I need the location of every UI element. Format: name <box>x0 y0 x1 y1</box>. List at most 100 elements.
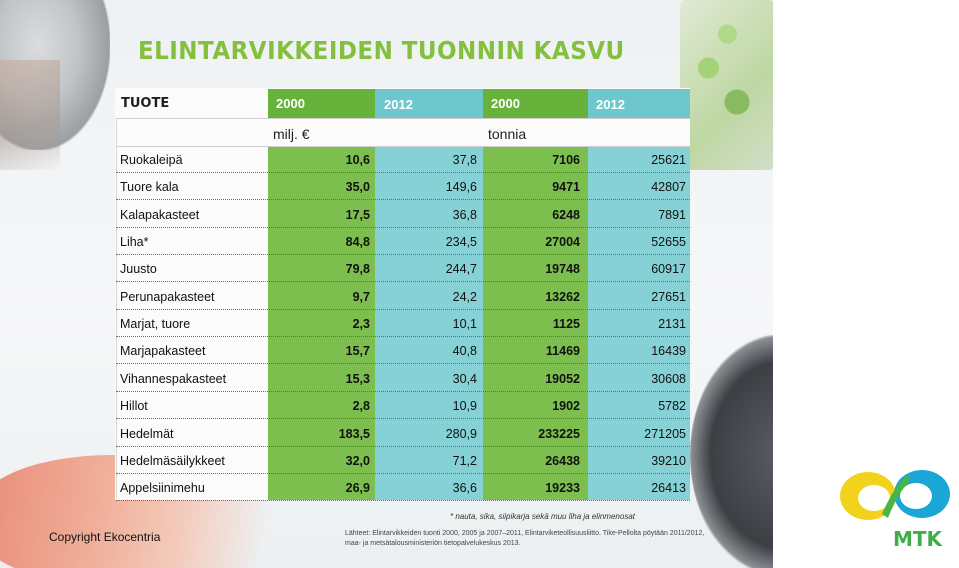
row-divider <box>116 363 690 365</box>
col-header: 2000 <box>491 96 520 111</box>
table-cell: 30,4 <box>452 371 477 386</box>
row-divider <box>116 308 690 310</box>
table-cell: 26438 <box>545 453 580 468</box>
header-2000-eur <box>268 89 375 118</box>
table-cell: 79,8 <box>345 262 370 277</box>
mtk-logo <box>840 470 950 520</box>
divider <box>116 118 690 119</box>
header-2000-t <box>483 89 588 118</box>
row-label: Vihannespakasteet <box>120 371 227 386</box>
row-divider <box>116 445 690 447</box>
table-cell: 26413 <box>651 481 686 496</box>
fish-photo <box>0 60 60 170</box>
table-cell: 5782 <box>658 399 686 414</box>
table-cell: 244,7 <box>445 262 477 277</box>
table-cell: 15,3 <box>345 371 370 386</box>
column-2000-t <box>483 147 588 500</box>
table-cell: 15,7 <box>345 344 370 359</box>
table-cell: 27651 <box>651 289 686 304</box>
table-cell: 9471 <box>552 180 580 195</box>
table-cell: 280,9 <box>445 426 477 441</box>
table-cell: 26,9 <box>345 481 370 496</box>
table-cell: 52655 <box>651 235 686 250</box>
table-cell: 1902 <box>552 399 580 414</box>
table-cell: 36,8 <box>452 207 477 222</box>
row-label: Kalapakasteet <box>120 207 200 222</box>
divider <box>116 146 690 147</box>
product-header: TUOTE <box>121 96 170 111</box>
row-divider <box>116 336 690 338</box>
table-cell: 10,9 <box>452 399 477 414</box>
table-cell: 9,7 <box>352 289 370 304</box>
table-cell: 25621 <box>651 153 686 167</box>
footnote: * nauta, sika, siipikarja sekä muu liha … <box>450 512 635 521</box>
col-header: 2012 <box>596 97 625 112</box>
table-cell: 11469 <box>545 344 580 359</box>
table-cell: 19748 <box>545 262 580 277</box>
table-cell: 30608 <box>651 371 686 386</box>
header-2012-eur <box>375 89 483 118</box>
row-divider <box>116 226 690 228</box>
unit-eur: milj. € <box>273 126 310 142</box>
row-divider <box>116 254 690 256</box>
table-cell: 37,8 <box>452 153 477 167</box>
column-2012-t <box>588 147 690 500</box>
table-cell: 36,6 <box>452 481 477 496</box>
row-divider <box>116 199 690 201</box>
table-cell: 2131 <box>658 317 686 332</box>
table-cell: 60917 <box>651 262 686 277</box>
col-header: 2000 <box>276 96 305 111</box>
row-label: Tuore kala <box>120 180 179 195</box>
col-header: 2012 <box>384 97 413 112</box>
column-2012-eur <box>375 147 483 500</box>
table-cell: 10,6 <box>345 153 370 167</box>
table-cell: 271205 <box>644 426 686 441</box>
table-cell: 17,5 <box>345 207 370 222</box>
header-2012-t <box>588 89 690 118</box>
row-label: Perunapakasteet <box>120 289 215 304</box>
frozen-peas-photo <box>680 0 773 170</box>
table-cell: 32,0 <box>345 453 370 468</box>
table-cell: 40,8 <box>452 344 477 359</box>
row-label: Ruokaleipä <box>120 153 183 167</box>
table-cell: 7891 <box>658 207 686 222</box>
row-divider <box>116 500 690 502</box>
table-cell: 6248 <box>552 207 580 222</box>
table-cell: 10,1 <box>452 317 477 332</box>
table-cell: 1125 <box>552 317 580 332</box>
table-cell: 234,5 <box>445 235 477 250</box>
copyright: Copyright Ekocentria <box>49 530 161 544</box>
logo-text: MTK <box>893 527 943 551</box>
row-label: Juusto <box>120 262 157 277</box>
table-cell: 71,2 <box>452 453 477 468</box>
row-divider <box>116 172 690 173</box>
slide-title: ELINTARVIKKEIDEN TUONNIN KASVU <box>138 36 625 65</box>
table-cell: 183,5 <box>338 426 370 441</box>
unit-tonnes: tonnia <box>488 126 527 142</box>
row-label: Liha* <box>120 235 149 250</box>
column-2000-eur <box>268 147 375 500</box>
divider <box>116 118 117 498</box>
table-cell: 84,8 <box>345 235 370 250</box>
table-cell: 149,6 <box>445 180 477 195</box>
sources: Lähteet: Elintarvikkeiden tuonti 2000, 2… <box>345 530 705 547</box>
row-label: Appelsiinimehu <box>120 481 205 496</box>
table-cell: 13262 <box>545 289 580 304</box>
row-label: Hedelmät <box>120 426 174 441</box>
table-cell: 24,2 <box>452 289 477 304</box>
row-divider <box>116 418 690 420</box>
row-divider <box>116 390 690 392</box>
table-cell: 233225 <box>538 426 580 441</box>
table-cell: 16439 <box>651 344 686 359</box>
table-cell: 7106 <box>552 153 580 167</box>
table-cell: 35,0 <box>345 180 370 195</box>
table-cell: 2,3 <box>352 317 370 332</box>
table-cell: 27004 <box>545 235 580 250</box>
table-cell: 19233 <box>545 481 580 496</box>
row-divider <box>116 472 690 474</box>
table-cell: 19052 <box>545 371 580 386</box>
table-cell: 2,8 <box>352 399 370 414</box>
row-label: Marjat, tuore <box>120 317 191 332</box>
row-label: Hedelmäsäilykkeet <box>120 453 225 468</box>
table-cell: 42807 <box>651 180 686 195</box>
